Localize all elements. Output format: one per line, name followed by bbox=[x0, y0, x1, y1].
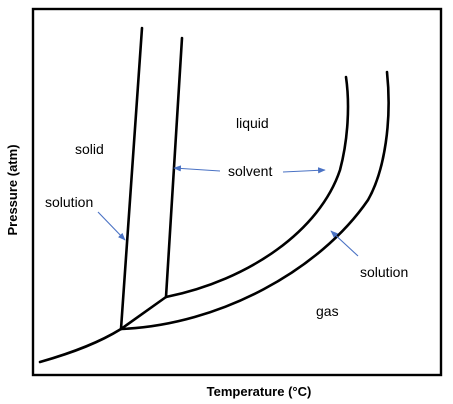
solution-vaporization-curve bbox=[119, 70, 390, 331]
solvent-sublimation-curve bbox=[38, 327, 123, 364]
y-axis-title: Pressure (atm) bbox=[5, 144, 20, 235]
solution-right-label: solution bbox=[360, 264, 408, 280]
gas-region-label: gas bbox=[316, 303, 339, 319]
solvent-label: solvent bbox=[228, 163, 272, 179]
solvent-vaporization-curve bbox=[164, 75, 350, 299]
solution-right-arrow bbox=[330, 230, 359, 257]
plot-frame bbox=[31, 7, 443, 377]
liquid-region-label: liquid bbox=[236, 115, 269, 131]
solvent-arrow-right bbox=[282, 167, 326, 174]
solid-region-label: solid bbox=[75, 141, 104, 157]
solvent-fusion-curve bbox=[164, 36, 184, 299]
solution-sublimation-extension bbox=[119, 295, 168, 331]
x-axis-title: Temperature (°C) bbox=[207, 384, 312, 399]
solution-fusion-curve bbox=[119, 26, 144, 331]
solvent-arrow-left bbox=[173, 165, 221, 172]
solution-left-arrow bbox=[97, 211, 126, 241]
solution-left-label: solution bbox=[45, 194, 93, 210]
